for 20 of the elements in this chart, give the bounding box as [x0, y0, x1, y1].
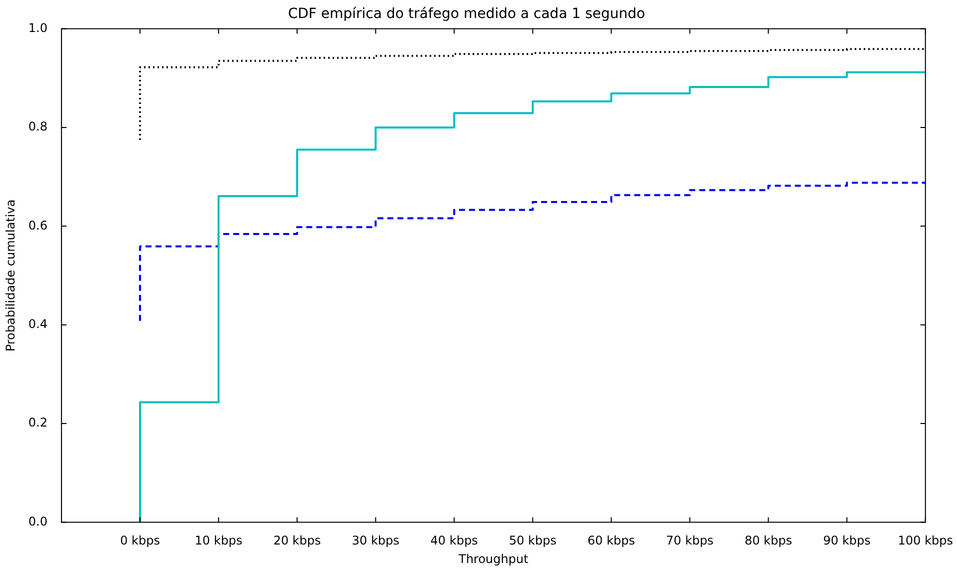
x-tick-label: 30 kbps [352, 534, 400, 548]
y-tick-label: 0.6 [28, 218, 48, 232]
x-tick-label: 100 kbps [898, 534, 953, 548]
y-tick-label: 0.2 [28, 416, 48, 430]
y-axis-title: Probabilidade cumulativa [3, 199, 18, 352]
x-tick-label: 60 kbps [588, 534, 636, 548]
x-tick-label: 10 kbps [194, 534, 242, 548]
y-tick-label: 0.4 [28, 316, 48, 331]
x-tick-label: 90 kbps [823, 534, 871, 548]
y-tick-label: 0.0 [28, 514, 48, 528]
x-tick-label: 70 kbps [666, 534, 714, 548]
x-tick-label: 40 kbps [430, 534, 478, 548]
y-tick-label: 0.8 [28, 120, 48, 134]
x-axis-title: Throughput [458, 552, 529, 566]
chart-title: CDF empírica do tráfego medido a cada 1 segundo [288, 6, 646, 22]
x-tick-label: 0 kbps [120, 534, 160, 548]
x-tick-label: 20 kbps [273, 534, 321, 548]
x-tick-label: 80 kbps [744, 534, 792, 548]
x-tick-label: 50 kbps [508, 534, 556, 548]
y-tick-label: 1.0 [28, 20, 48, 35]
